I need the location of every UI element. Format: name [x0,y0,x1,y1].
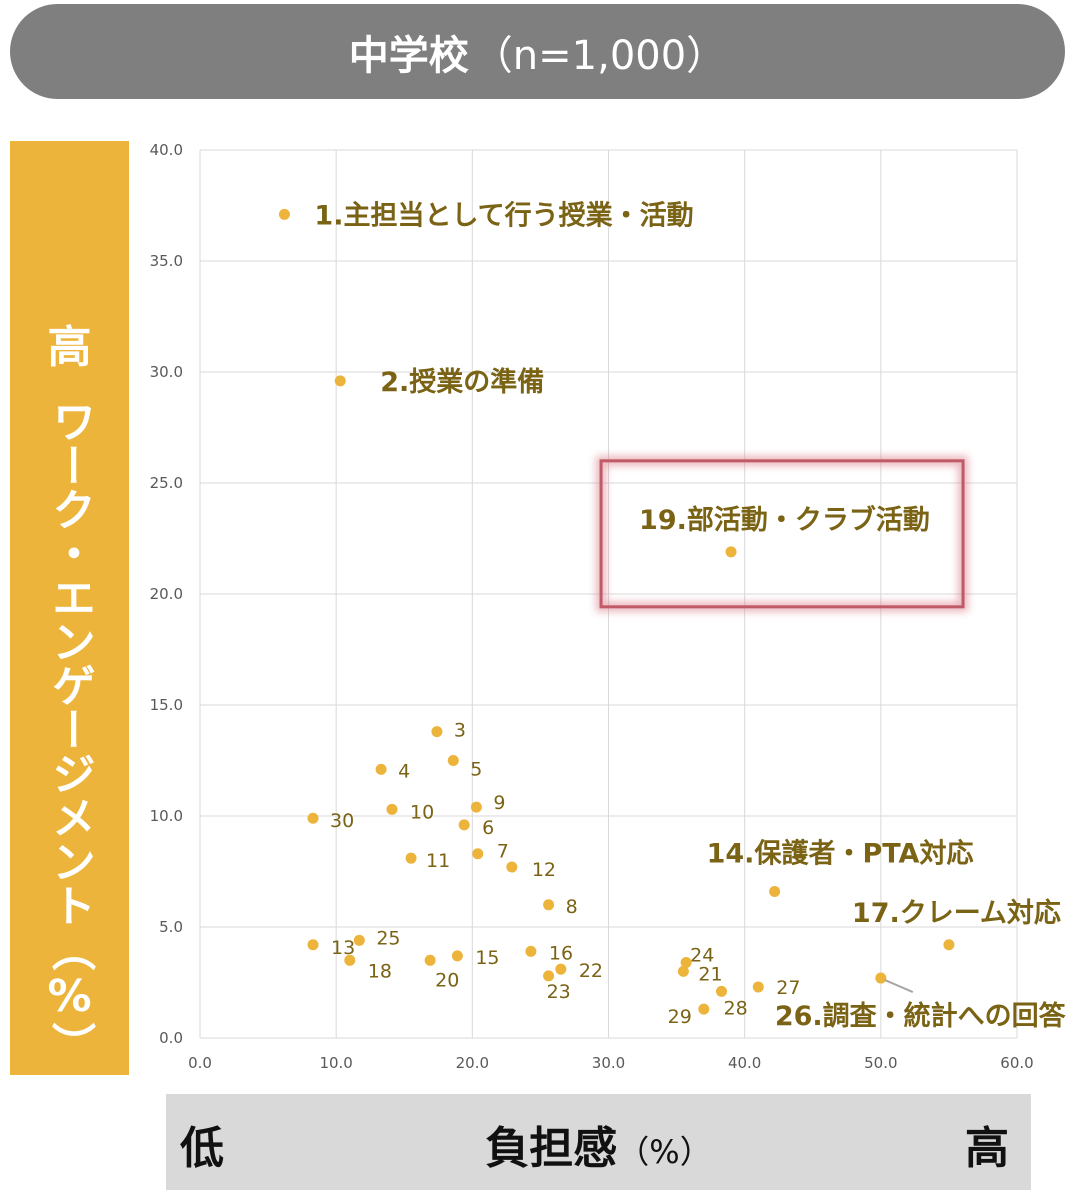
data-point [451,950,463,962]
y-tick-label: 5.0 [159,918,183,936]
leader-line [884,979,914,993]
y-tick-label: 25.0 [150,474,183,492]
point-label: 24 [690,945,714,967]
data-points [278,208,955,1015]
data-point [375,763,387,775]
grid [199,149,1018,1039]
point-label: 6 [482,817,494,839]
point-label: 7 [497,841,509,863]
y-axis-banner: 高 ワーク・エンゲージメント（%） 低 [10,141,129,1195]
point-label: 11 [426,850,450,872]
y-tick-label: 10.0 [150,807,183,825]
point-label: 25 [376,927,400,949]
data-point [447,755,459,766]
y-axis-title: ワーク・エンゲージメント（%） [44,399,95,1066]
point-label: 29 [668,1006,692,1028]
point-label: 10 [410,801,434,823]
data-point [431,726,443,738]
point-label: 16 [549,942,573,964]
data-point [543,899,555,911]
x-axis-unit: （%） [617,1133,712,1171]
data-point [334,375,346,387]
point-label: 4 [398,760,410,782]
axis-ticks: 0.0 10.0 20.0 30.0 40.0 50.0 60.0 0.0 5.0 10.0 15.… [150,141,1034,1072]
point-label: 14.保護者・PTA対応 [707,837,974,869]
data-point [470,801,482,813]
data-point [752,981,764,993]
x-axis-high-label: 高 [965,1123,1009,1174]
chart-title: 中学校 [348,32,469,79]
point-label: 27 [776,977,800,999]
data-point [943,939,955,951]
point-label: 2.授業の準備 [380,366,544,398]
y-tick-label: 30.0 [150,363,183,381]
x-tick-label: 50.0 [864,1054,897,1072]
data-point [344,954,356,966]
point-label: 13 [331,937,355,959]
point-label: 20 [435,969,459,991]
data-point [458,819,470,831]
point-label: 18 [368,960,392,982]
point-labels: 1.主担当として行う授業・活動 2.授業の準備 3 4 5 67 8 9 10 11 12 13 14.… [314,199,1066,1032]
y-tick-label: 35.0 [150,252,183,270]
y-tick-label: 20.0 [150,585,183,603]
data-point [307,812,319,824]
data-point [716,985,728,997]
data-point [543,970,555,982]
x-tick-label: 10.0 [319,1054,352,1072]
highlight-box [596,455,969,612]
point-label: 17.クレーム対応 [852,897,1061,929]
point-label: 26.調査・統計への回答 [775,1000,1067,1032]
highlight-rect [599,459,965,609]
data-point [525,945,537,957]
point-label: 9 [493,792,505,814]
y-tick-label: 15.0 [150,696,183,714]
point-label: 3 [454,720,466,742]
x-axis-title: 負担感（%） [166,1112,1031,1176]
data-point [472,848,484,860]
data-point [405,852,417,864]
x-axis-banner: 低 負担感（%） 高 [166,1094,1031,1190]
x-tick-label: 40.0 [728,1054,761,1072]
x-tick-label: 60.0 [1000,1054,1033,1072]
data-point [424,954,436,966]
data-point [555,963,567,975]
point-label: 8 [566,896,578,918]
data-point [307,939,319,951]
x-tick-label: 20.0 [456,1054,489,1072]
data-point [875,972,887,984]
y-tick-label: 40.0 [150,141,183,159]
y-axis-low-label: 低 [47,1144,92,1195]
point-label: 5 [470,759,482,781]
point-label: 19.部活動・クラブ活動 [639,504,930,536]
data-point [278,208,290,220]
point-label: 30 [330,810,354,832]
data-point [698,1003,710,1015]
data-point [680,957,692,969]
data-point [769,885,781,897]
point-label: 1.主担当として行う授業・活動 [314,199,693,231]
data-point [353,934,365,946]
point-label: 28 [724,997,748,1019]
point-label: 22 [579,960,603,982]
y-tick-label: 0.0 [159,1029,183,1047]
data-point [725,546,737,558]
data-point [386,803,398,815]
point-label: 23 [547,981,571,1003]
x-tick-label: 0.0 [188,1054,212,1072]
data-point [506,861,518,873]
x-axis-low-label: 低 [180,1123,224,1174]
point-label: 15 [475,947,499,969]
data-point [677,965,689,977]
x-axis-title-text: 負担感 [485,1123,618,1174]
y-axis-high-label: 高 [47,322,92,373]
x-tick-label: 30.0 [592,1054,625,1072]
chart-title-banner: 中学校 （n=1,000） [10,4,1065,99]
point-label: 21 [698,963,722,985]
point-label: 12 [532,859,556,881]
chart-subtitle: （n=1,000） [472,32,727,79]
